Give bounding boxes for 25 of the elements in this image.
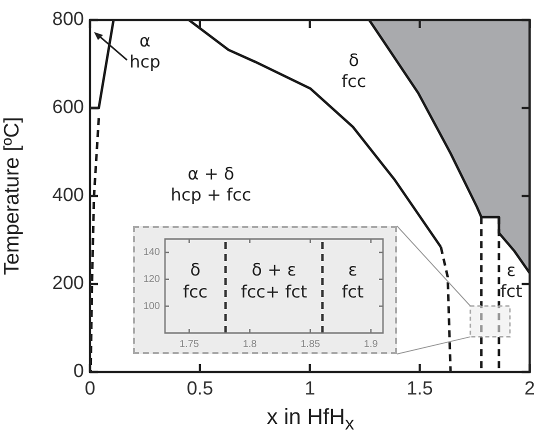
y-tick-label: 400 — [52, 185, 84, 206]
y-tick-label: 100 — [143, 300, 160, 312]
y-tick-label: 800 — [52, 9, 84, 30]
x-tick-label: 2 — [524, 378, 536, 400]
x-tick-label: 1.8 — [242, 338, 258, 350]
x-tick-label: 1 — [304, 378, 316, 400]
annotation: ε fct — [342, 260, 364, 303]
x-tick-label: 0.5 — [186, 378, 214, 400]
y-tick-label: 120 — [143, 274, 160, 286]
annotation: δ fcc — [341, 51, 366, 92]
x-tick-label: 1.85 — [300, 338, 320, 350]
x-tick-label: 1.9 — [364, 338, 378, 350]
annotation: α hcp — [130, 31, 160, 72]
x-tick-label: 1.75 — [179, 338, 200, 350]
y-tick-label: 140 — [143, 247, 160, 258]
annotation: α + δ hcp + fcc — [170, 164, 252, 206]
y-axis-title: Temperature [ºC] — [0, 116, 24, 276]
annotation: ε fct — [500, 261, 523, 302]
y-tick-label: 600 — [52, 97, 84, 118]
annotation: δ + ε fcc+ fct — [240, 260, 308, 303]
x-axis-title: x in HfH$_{x}$ — [266, 404, 356, 434]
y-tick-label: 200 — [52, 273, 84, 294]
y-tick-label: 0 — [73, 361, 84, 382]
x-tick-label: 1.5 — [406, 378, 433, 400]
annotation: δ fcc — [182, 260, 208, 303]
